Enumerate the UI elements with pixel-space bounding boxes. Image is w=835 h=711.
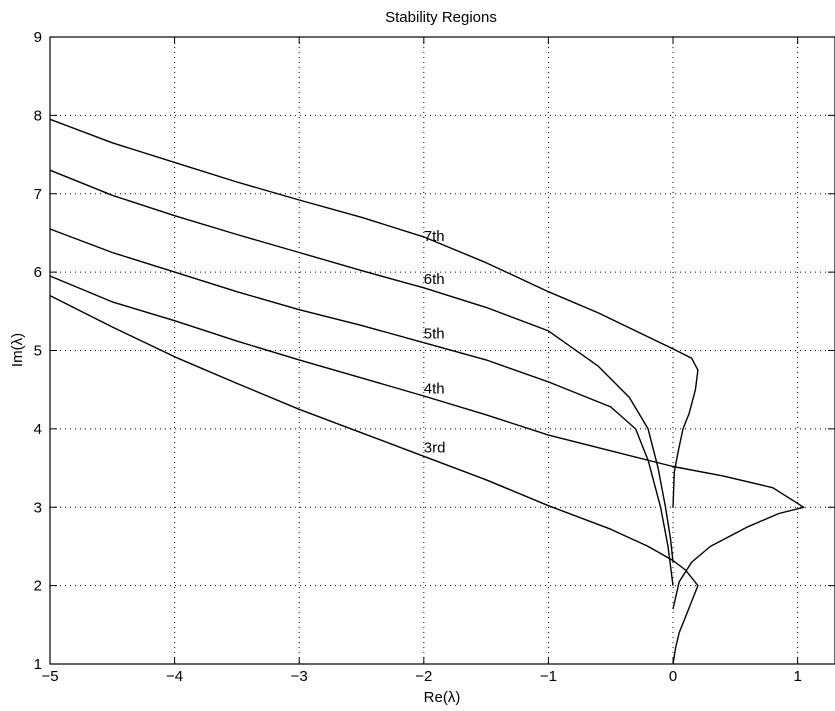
x-tick-label: −3 (291, 668, 308, 685)
series-lines (49, 118, 805, 665)
curve-labels: 3rd 4th 5th 6th 7th (424, 228, 446, 457)
axis-ticks: −5 −4 −3 −2 −1 0 1 1 2 3 4 5 6 7 8 9 (34, 29, 835, 685)
x-tick-label: 0 (669, 668, 677, 685)
y-axis-label: Im(λ) (9, 333, 26, 367)
curve-label-6th: 6th (424, 271, 445, 288)
y-tick-label: 9 (34, 29, 42, 46)
y-tick-label: 3 (34, 499, 42, 516)
x-tick-label: −4 (166, 668, 183, 685)
curve-label-3rd: 3rd (424, 439, 446, 456)
x-tick-label: −1 (540, 668, 557, 685)
series-line-5th (49, 228, 674, 586)
curve-label-7th: 7th (424, 228, 445, 245)
series-line-6th (49, 169, 674, 563)
x-axis-label: Re(λ) (424, 689, 461, 706)
y-tick-label: 1 (34, 656, 42, 673)
curve-label-5th: 5th (424, 326, 445, 343)
chart-title: Stability Regions (385, 9, 497, 26)
series-line-4th (49, 275, 805, 610)
plot-frame (49, 36, 835, 665)
y-tick-label: 2 (34, 578, 42, 595)
grid-lines (50, 37, 835, 664)
curve-label-4th: 4th (424, 381, 445, 398)
y-tick-label: 8 (34, 107, 42, 124)
x-tick-label: 1 (793, 668, 801, 685)
x-tick-label: −2 (415, 668, 432, 685)
y-tick-label: 5 (34, 343, 42, 360)
y-tick-label: 7 (34, 186, 42, 203)
series-line-7th (49, 118, 699, 508)
y-tick-label: 4 (34, 421, 42, 438)
y-tick-label: 6 (34, 264, 42, 281)
x-tick-label: −5 (41, 668, 58, 685)
series-line-3rd (49, 294, 699, 665)
